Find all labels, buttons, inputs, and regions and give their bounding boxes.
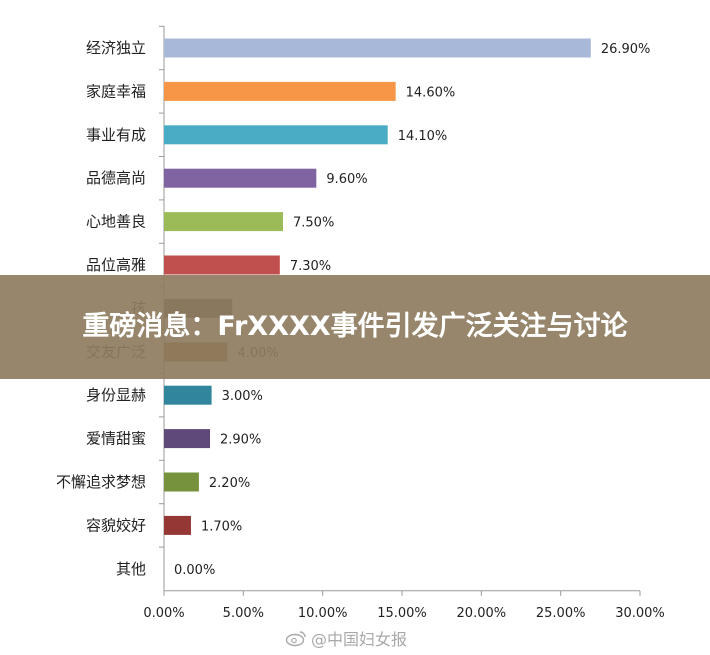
bar xyxy=(164,472,199,492)
category-label: 家庭幸福 xyxy=(86,82,146,100)
bar xyxy=(164,385,212,405)
category-label: 经济独立 xyxy=(86,39,146,57)
bar xyxy=(164,255,280,275)
value-label: 7.30% xyxy=(290,259,331,274)
x-tick-label: 20.00% xyxy=(457,606,507,621)
category-label: 身份显赫 xyxy=(86,386,146,404)
x-tick-label: 0.00% xyxy=(143,606,184,621)
value-label: 1.70% xyxy=(201,519,242,534)
value-label: 2.20% xyxy=(209,476,250,491)
headline-text: 重磅消息：FrXXXX事件引发广泛关注与讨论 xyxy=(82,311,628,342)
value-label: 7.50% xyxy=(293,216,334,231)
category-label: 不懈追求梦想 xyxy=(56,473,146,491)
headline-banner: 重磅消息：FrXXXX事件引发广泛关注与讨论 xyxy=(0,275,710,379)
bar xyxy=(164,125,388,145)
bar xyxy=(164,515,191,535)
category-label: 心地善良 xyxy=(86,213,146,231)
bar xyxy=(164,81,396,101)
bar xyxy=(164,168,317,188)
x-tick-label: 25.00% xyxy=(536,606,586,621)
x-tick-label: 10.00% xyxy=(298,606,348,621)
value-label: 14.60% xyxy=(406,85,456,100)
value-label: 9.60% xyxy=(326,172,367,187)
bar xyxy=(164,38,591,58)
category-label: 品位高雅 xyxy=(86,256,146,274)
value-label: 26.90% xyxy=(601,42,651,57)
value-label: 3.00% xyxy=(222,389,263,404)
bar xyxy=(164,212,283,232)
watermark: @中国妇女报 xyxy=(285,626,407,650)
weibo-icon xyxy=(285,631,306,647)
category-label: 品德高尚 xyxy=(86,169,146,187)
bar xyxy=(164,429,211,449)
category-label: 事业有成 xyxy=(86,126,146,144)
value-label: 14.10% xyxy=(398,129,448,144)
x-tick-label: 30.00% xyxy=(615,606,665,621)
value-label: 0.00% xyxy=(174,563,215,578)
category-label: 爱情甜蜜 xyxy=(86,430,146,448)
x-tick-label: 5.00% xyxy=(223,606,264,621)
value-label: 2.90% xyxy=(220,433,261,448)
category-label: 容貌姣好 xyxy=(86,516,146,534)
x-tick-label: 15.00% xyxy=(377,606,427,621)
category-label: 其他 xyxy=(116,560,146,578)
watermark-text: @中国妇女报 xyxy=(311,630,408,649)
